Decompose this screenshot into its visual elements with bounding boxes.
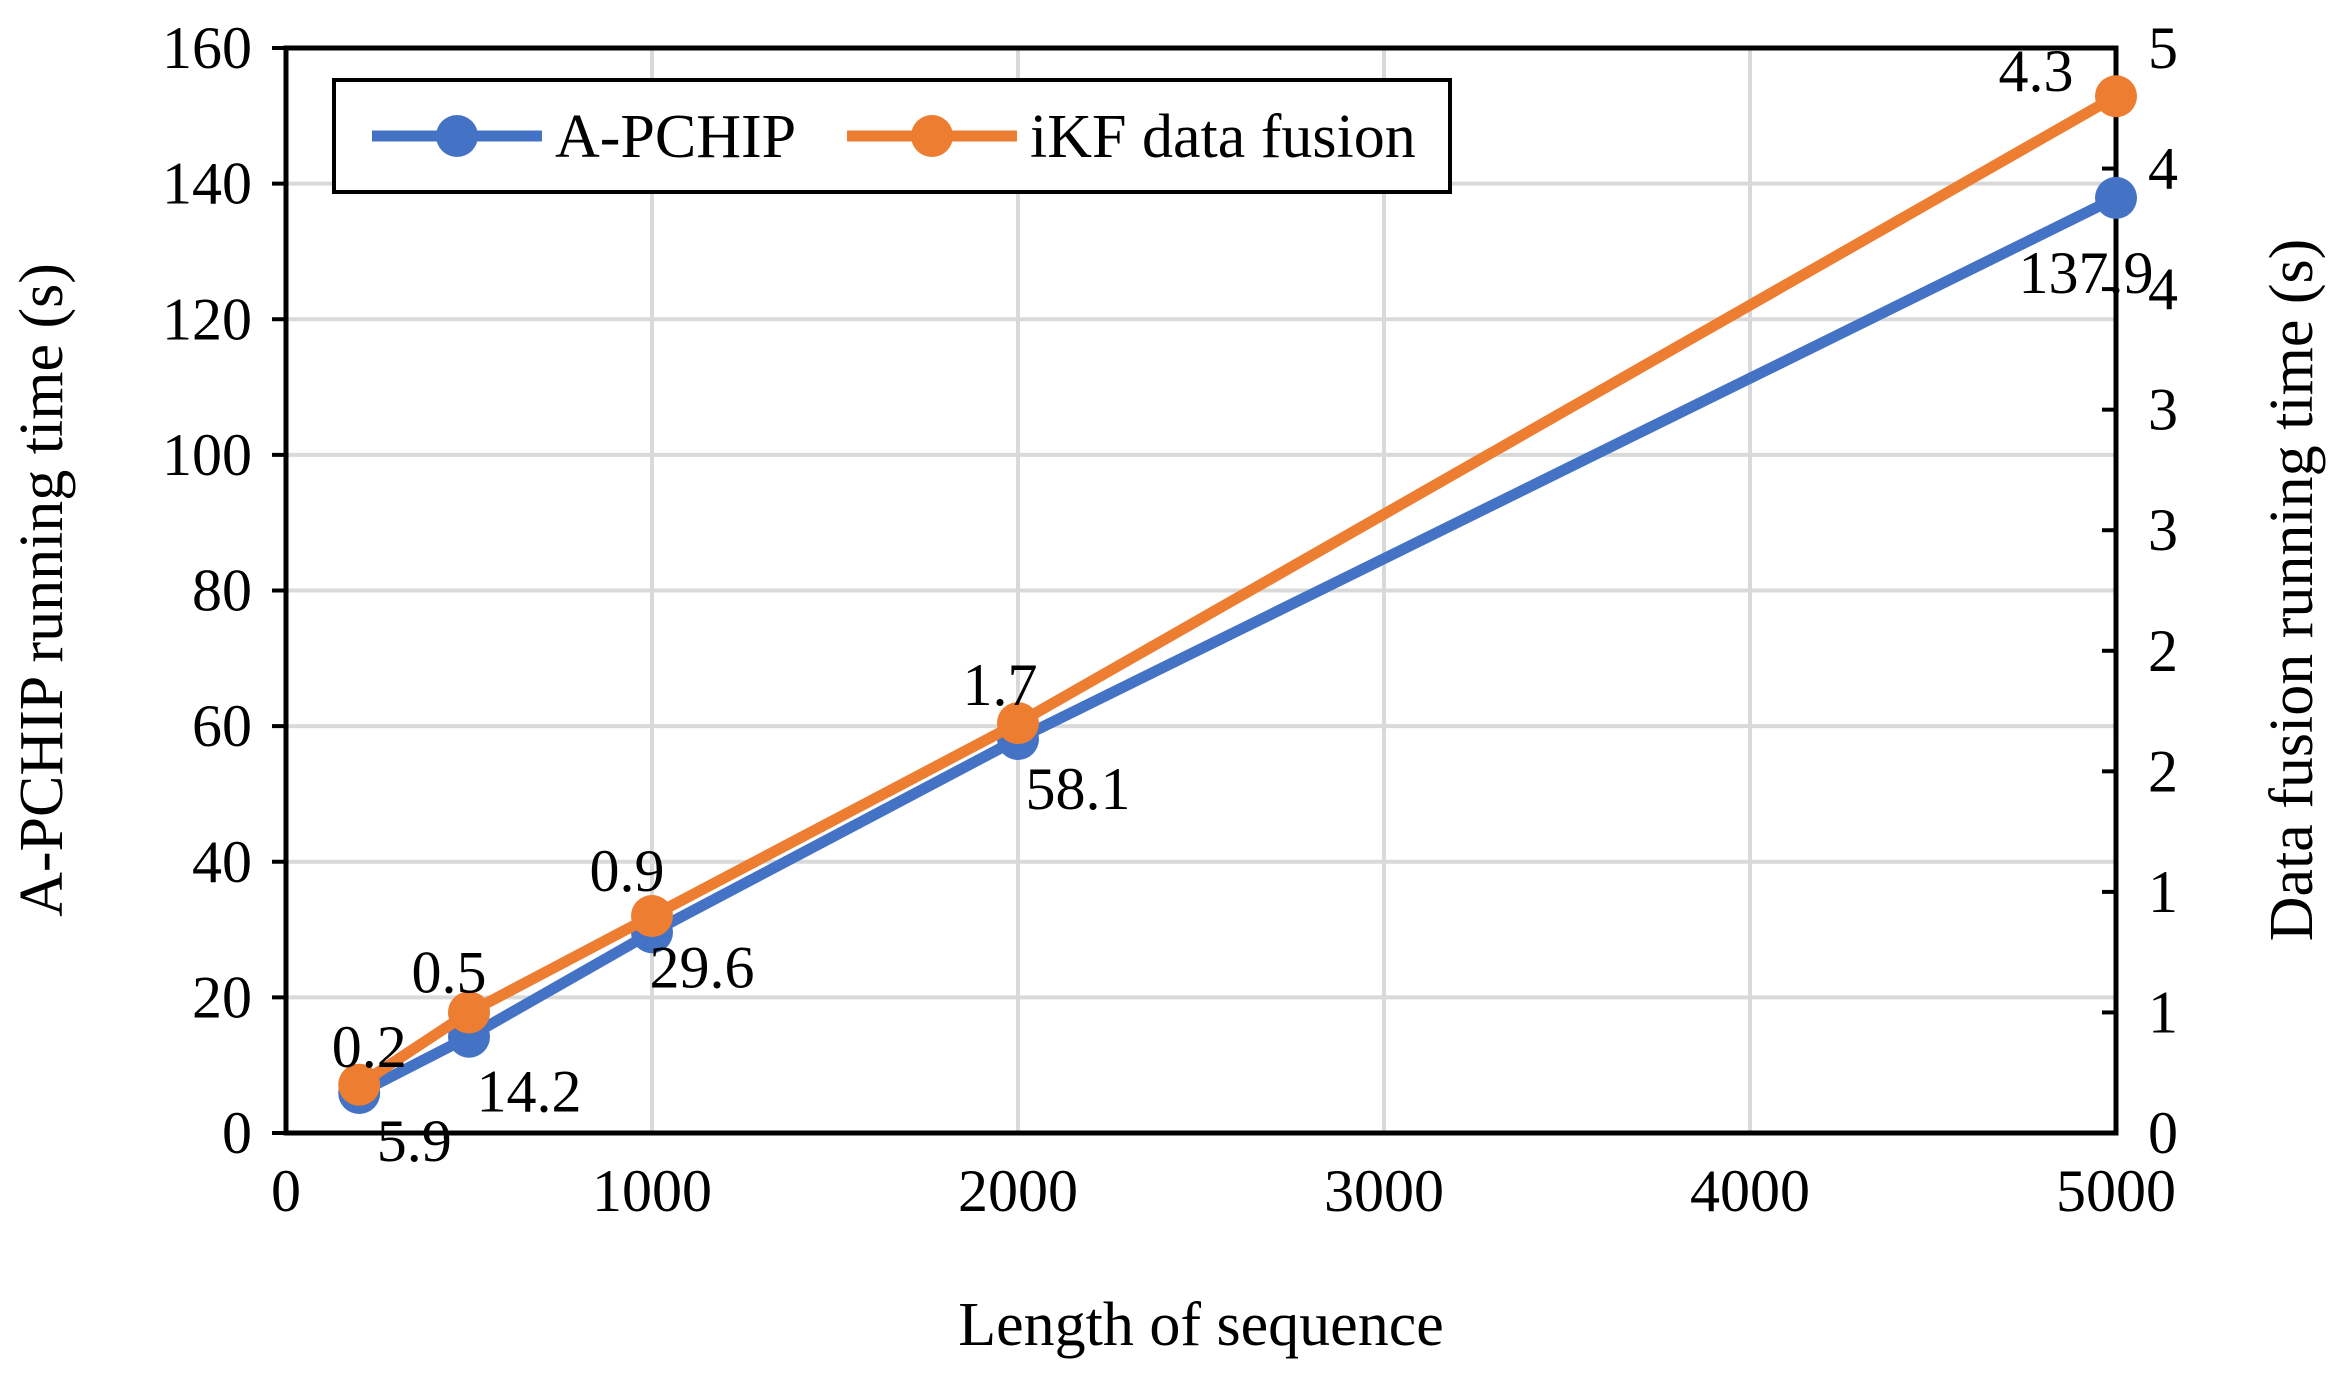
y-tick-label: 20: [192, 964, 252, 1030]
series-lines: [338, 75, 2137, 1114]
legend-label-a-pchip: A-PCHIP: [555, 103, 796, 171]
legend: A-PCHIP iKF data fusion: [332, 78, 1452, 194]
x-tick-label: 0: [271, 1158, 301, 1224]
legend-label-ikf: iKF data fusion: [1030, 103, 1416, 171]
data-point-ikf: [448, 991, 490, 1034]
y2-tick-label: 4: [2148, 136, 2178, 202]
data-point-a-pchip: [2095, 176, 2137, 219]
y-tick-label: 40: [192, 829, 252, 895]
axis-ticks: 0 1000 2000 3000 4000 50000204060801001201401…: [162, 15, 2178, 1224]
x-tick-label: 1000: [592, 1158, 712, 1224]
y2-axis-title: Data fusion running time (s): [2258, 239, 2326, 942]
data-label-a-pchip: 5.9: [377, 1108, 452, 1174]
y2-tick-label: 0: [2148, 1100, 2178, 1166]
y2-tick-label: 1: [2148, 859, 2178, 925]
y2-tick-label: 1: [2148, 979, 2178, 1045]
data-point-ikf: [2095, 75, 2137, 118]
y-tick-label: 100: [162, 422, 252, 488]
y-tick-label: 0: [222, 1100, 252, 1166]
data-point-ikf: [338, 1063, 381, 1106]
data-label-a-pchip: 137.9: [2019, 240, 2154, 306]
legend-marker-a-pchip: [436, 115, 478, 157]
y-tick-label: 140: [162, 151, 252, 217]
x-tick-label: 2000: [958, 1158, 1078, 1224]
y-tick-label: 120: [162, 286, 252, 352]
data-label-ikf: 0.5: [412, 939, 487, 1005]
y2-tick-label: 3: [2148, 377, 2178, 443]
x-tick-label: 4000: [1690, 1158, 1810, 1224]
data-label-a-pchip: 14.2: [477, 1059, 582, 1125]
x-tick-label: 3000: [1324, 1158, 1444, 1224]
y-axis-title: A-PCHIP running time (s): [8, 263, 76, 917]
y2-tick-label: 4: [2148, 256, 2178, 322]
y-tick-label: 60: [192, 693, 252, 759]
data-labels: 5.9 14.2 29.6 58.1 137.9 0.20.5 0.9 1.7 4.3: [332, 38, 2154, 1174]
y2-tick-label: 2: [2148, 738, 2178, 804]
y2-tick-label: 3: [2148, 497, 2178, 563]
x-tick-label: 5000: [2056, 1158, 2176, 1224]
data-point-ikf: [631, 895, 673, 937]
y2-tick-label: 5: [2148, 15, 2178, 81]
data-label-a-pchip: 58.1: [1026, 756, 1131, 822]
y-tick-label: 80: [192, 558, 252, 624]
series-line-a-pchip: [353, 192, 2122, 1099]
data-label-ikf: 1.7: [963, 652, 1038, 718]
data-point-ikf: [997, 702, 1039, 745]
data-label-ikf: 0.2: [332, 1014, 407, 1080]
data-label-a-pchip: 29.6: [650, 934, 755, 1000]
data-label-ikf: 4.3: [1999, 38, 2074, 104]
x-axis-title: Length of sequence: [958, 1291, 1443, 1359]
y-tick-label: 160: [162, 15, 252, 81]
y2-tick-label: 2: [2148, 618, 2178, 684]
data-label-ikf: 0.9: [590, 838, 665, 904]
legend-marker-ikf: [911, 115, 953, 157]
